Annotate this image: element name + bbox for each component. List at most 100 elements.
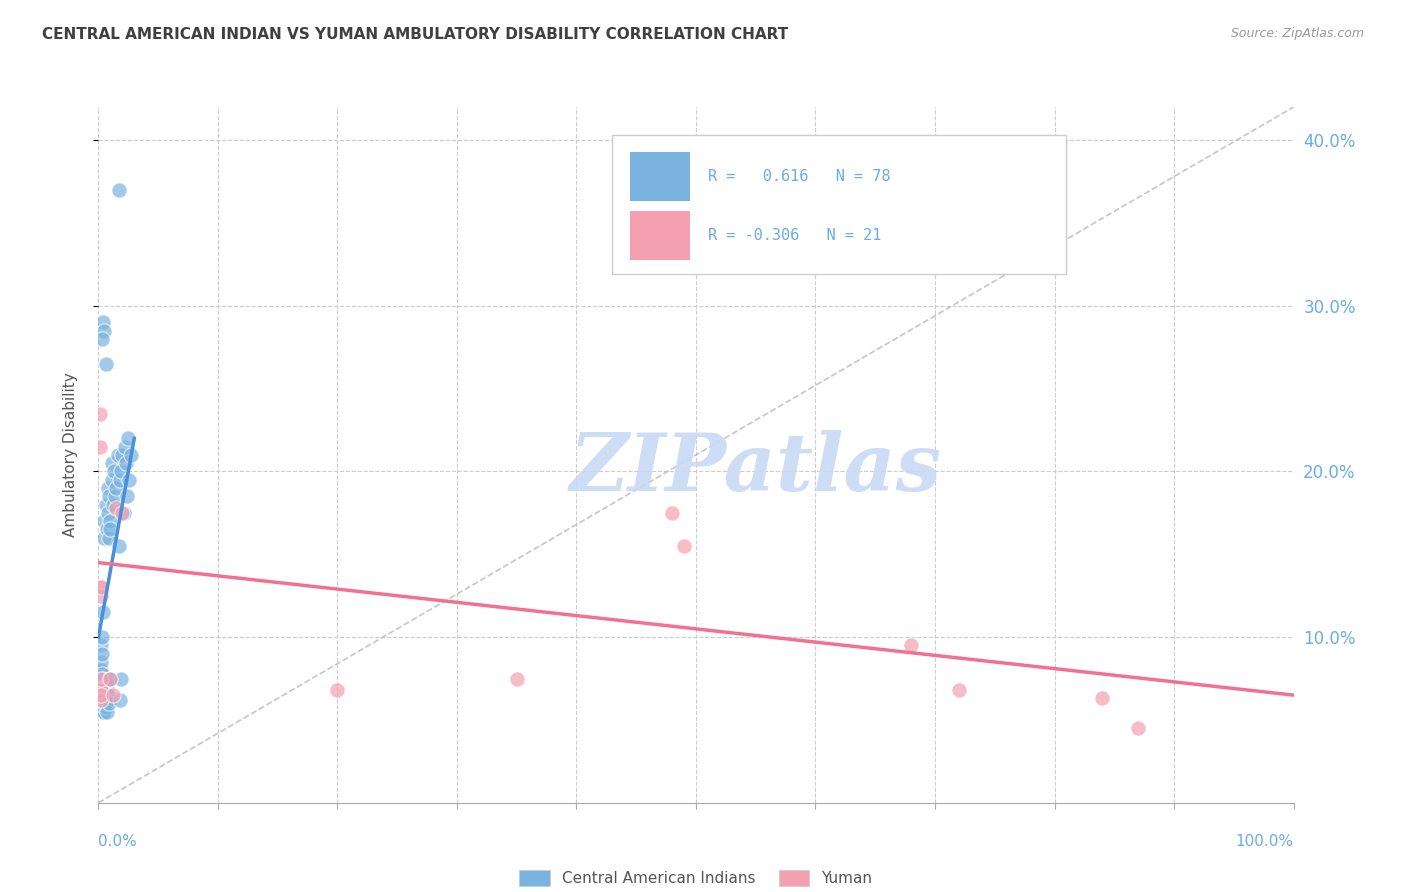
Point [100,473,122,487]
Point [98,697,121,711]
Point [94,498,117,512]
Point [93,705,115,719]
Point [91,647,114,661]
FancyBboxPatch shape [630,153,690,201]
Point [96,705,118,719]
Point [93,691,115,706]
Point [91,697,114,711]
Point [90,688,112,702]
Point [117,431,139,445]
Point [89,440,111,454]
Point [90,693,112,707]
Point [1128,721,1150,735]
Text: ZIPatlas: ZIPatlas [569,430,942,508]
Point [91,688,114,702]
Point [98,523,122,537]
Point [107,448,129,462]
Point [89,683,111,698]
Point [111,506,134,520]
Point [91,315,114,329]
Point [91,699,114,714]
Point [91,683,114,698]
Point [97,506,120,520]
FancyBboxPatch shape [613,135,1067,274]
Point [100,456,122,470]
Point [948,683,970,698]
Point [93,324,115,338]
Point [94,697,117,711]
Point [97,481,120,495]
Point [93,514,115,528]
Point [96,680,118,694]
Text: R =   0.616   N = 78: R = 0.616 N = 78 [709,169,890,184]
Point [91,332,114,346]
Point [98,514,122,528]
Point [90,697,112,711]
Text: 0.0%: 0.0% [98,834,138,849]
Point [120,448,142,462]
Point [90,581,112,595]
Point [101,498,124,512]
Point [91,697,114,711]
Point [91,672,114,686]
Point [110,465,132,479]
Point [90,639,112,653]
Point [94,699,117,714]
Point [90,655,112,669]
Point [111,448,134,462]
Point [93,680,115,694]
Text: R = -0.306   N = 21: R = -0.306 N = 21 [709,228,882,244]
Point [89,666,111,681]
Point [98,489,121,503]
Point [110,672,132,686]
Point [101,688,124,702]
Point [107,183,129,197]
Point [91,666,114,681]
Point [90,672,112,686]
Point [91,688,114,702]
Point [118,473,141,487]
Point [93,697,115,711]
Point [1091,691,1114,706]
Point [98,672,122,686]
Point [97,688,120,702]
Text: CENTRAL AMERICAN INDIAN VS YUMAN AMBULATORY DISABILITY CORRELATION CHART: CENTRAL AMERICAN INDIAN VS YUMAN AMBULAT… [42,27,789,42]
Point [104,489,127,503]
Point [114,440,136,454]
Point [90,688,112,702]
Point [115,489,138,503]
Point [91,605,114,619]
Point [115,456,138,470]
Point [89,407,111,421]
Point [94,688,117,702]
Point [91,693,114,707]
Text: Source: ZipAtlas.com: Source: ZipAtlas.com [1230,27,1364,40]
Point [98,672,121,686]
Point [90,672,112,686]
Point [91,697,114,711]
Point [89,676,111,690]
Point [506,672,529,686]
FancyBboxPatch shape [630,211,690,260]
Point [91,705,114,719]
Point [107,539,129,553]
Point [90,589,112,603]
Point [103,465,125,479]
Y-axis label: Ambulatory Disability: Ambulatory Disability [63,373,77,537]
Legend: Central American Indians, Yuman: Central American Indians, Yuman [513,864,879,892]
Point [89,581,111,595]
Point [673,539,696,553]
Point [96,523,118,537]
Point [326,683,349,698]
Point [108,473,131,487]
Point [91,688,114,702]
Point [98,672,122,686]
Point [94,680,117,694]
Point [91,680,114,694]
Point [93,699,115,714]
Point [91,630,114,644]
Point [112,506,135,520]
Point [105,481,128,495]
Point [93,531,115,545]
Point [91,683,114,698]
